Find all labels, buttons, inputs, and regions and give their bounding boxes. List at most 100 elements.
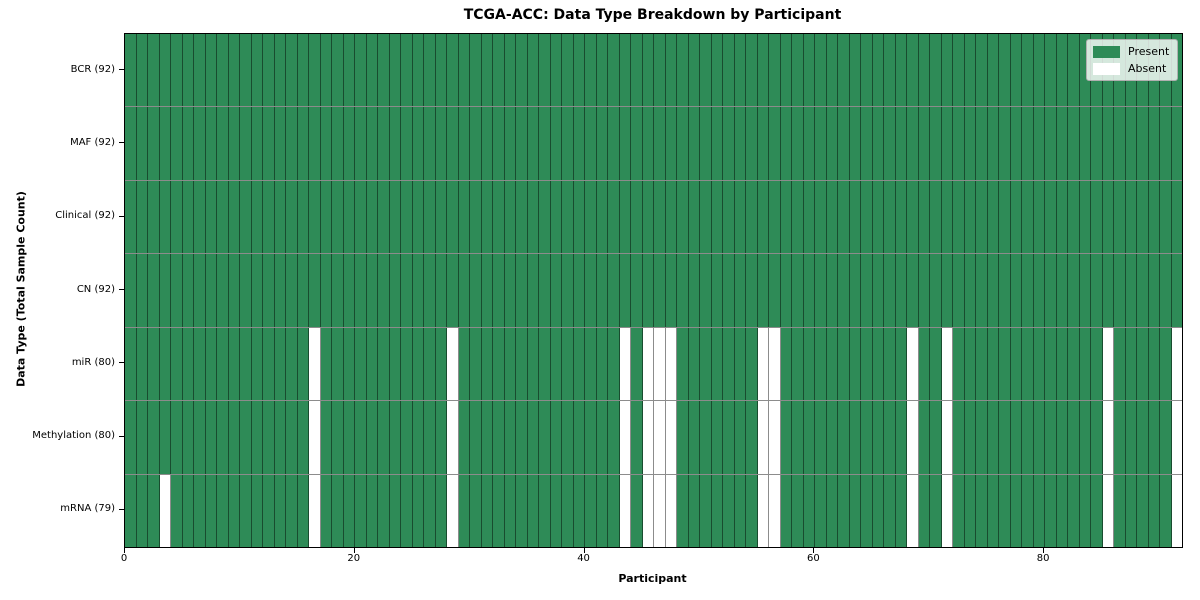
heatmap-cell [711,180,723,254]
y-tick-mark [119,508,124,510]
heatmap-cell [286,180,298,254]
heatmap-cell [504,180,516,254]
heatmap-cell [332,107,344,180]
heatmap-cell [412,34,424,107]
y-tick-label: Clinical (92) [55,210,115,222]
heatmap-cell [504,107,516,180]
heatmap-cell [700,34,712,107]
heatmap-cell [309,327,321,401]
heatmap-cell [274,180,286,254]
heatmap-cell [251,474,263,547]
heatmap-cell [435,401,447,474]
heatmap-cell [516,401,528,474]
heatmap-cell [136,327,148,401]
heatmap-cell [918,254,930,327]
heatmap-cell [125,254,137,327]
heatmap-cell [171,254,183,327]
heatmap-cell [596,474,608,547]
heatmap-cell [297,327,309,401]
y-tick-label: Methylation (80) [32,430,115,442]
heatmap-cell [746,180,758,254]
heatmap-cell [619,254,631,327]
heatmap-cell [1171,327,1182,401]
heatmap-cell [148,180,160,254]
heatmap-cell [953,180,965,254]
heatmap-cell [194,254,206,327]
heatmap-cell [539,254,551,327]
heatmap-cell [861,327,873,401]
heatmap-cell [815,107,827,180]
heatmap-cell [458,180,470,254]
heatmap-cell [792,34,804,107]
heatmap-cell [585,327,597,401]
heatmap-cell [228,254,240,327]
heatmap-cell [539,180,551,254]
heatmap-cell [688,327,700,401]
heatmap-cell [608,474,620,547]
x-tick-mark [124,548,125,553]
heatmap-cell [527,327,539,401]
heatmap-cell [907,254,919,327]
heatmap-cell [700,401,712,474]
heatmap-cell [286,34,298,107]
heatmap-cell [148,327,160,401]
heatmap-cell [389,327,401,401]
heatmap-cell [309,180,321,254]
heatmap-cell [849,327,861,401]
legend-label: Present [1128,45,1170,58]
heatmap-cell [1160,254,1172,327]
heatmap-cell [550,107,562,180]
heatmap-cell [711,107,723,180]
heatmap-cell [780,180,792,254]
heatmap-cell [654,401,666,474]
heatmap-cell [700,107,712,180]
heatmap-cell [838,34,850,107]
heatmap-cell [1079,107,1091,180]
heatmap-cell [343,474,355,547]
heatmap-cell [1114,327,1126,401]
heatmap-cell [562,107,574,180]
heatmap-cell [803,107,815,180]
heatmap-cell [447,107,459,180]
heatmap-cell [964,107,976,180]
heatmap-cell [240,474,252,547]
heatmap-cell [987,180,999,254]
heatmap-cell [1022,401,1034,474]
heatmap-cell [412,107,424,180]
heatmap-cell [251,327,263,401]
legend-item-absent: Absent [1093,62,1169,75]
heatmap-cell [585,107,597,180]
heatmap-cell [205,401,217,474]
heatmap-cell [366,401,378,474]
heatmap-cell [274,254,286,327]
heatmap-cell [125,401,137,474]
heatmap-cell [608,180,620,254]
heatmap-cell [320,254,332,327]
heatmap-cell [872,474,884,547]
heatmap-cell [700,327,712,401]
heatmap-cell [1010,107,1022,180]
heatmap-cell [447,401,459,474]
heatmap-cell [401,327,413,401]
heatmap-cell [1114,107,1126,180]
chart-title: TCGA-ACC: Data Type Breakdown by Partici… [463,7,842,23]
heatmap-cell [872,254,884,327]
heatmap-cell [171,474,183,547]
heatmap-cell [470,401,482,474]
heatmap-cell [734,254,746,327]
heatmap-cell [355,327,367,401]
heatmap-cell [815,254,827,327]
heatmap-cell [677,34,689,107]
heatmap-cell [194,327,206,401]
heatmap-cell [194,474,206,547]
heatmap-cell [274,474,286,547]
heatmap-cell [700,254,712,327]
heatmap-cell [803,34,815,107]
heatmap-cell [780,327,792,401]
heatmap-cell [1079,327,1091,401]
heatmap-cell [907,34,919,107]
heatmap-cell [585,474,597,547]
heatmap-cell [1148,474,1160,547]
heatmap-cell [194,107,206,180]
heatmap-cell [1171,474,1182,547]
